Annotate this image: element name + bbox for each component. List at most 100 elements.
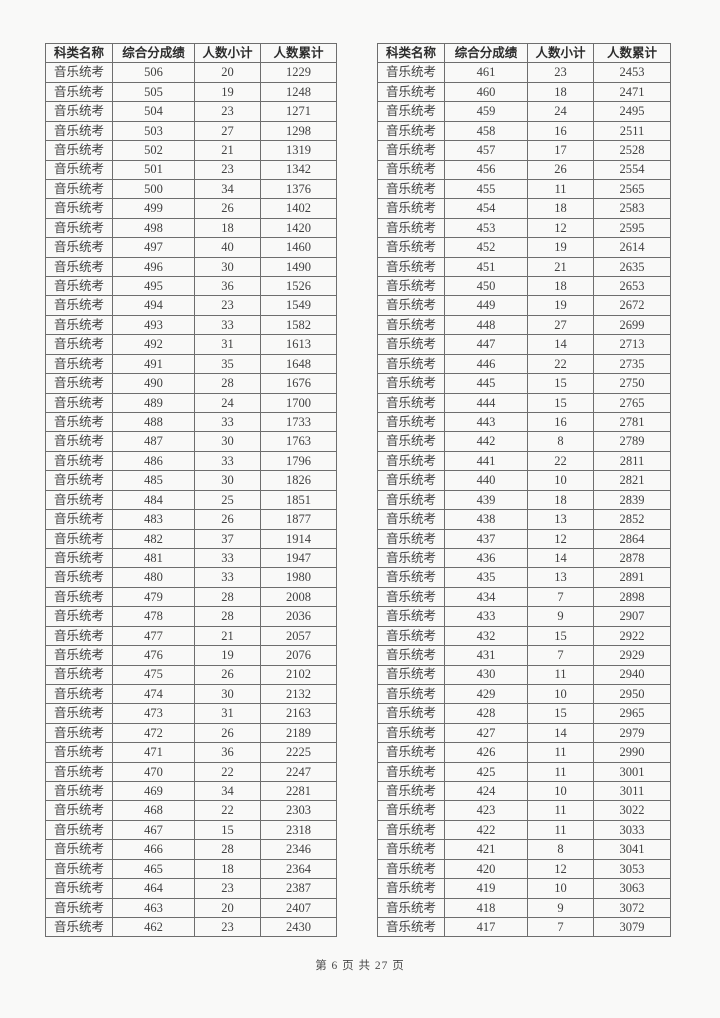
table-cell: 音乐统考 bbox=[45, 81, 113, 103]
table-cell: 音乐统考 bbox=[45, 761, 113, 783]
table-cell: 3011 bbox=[593, 781, 671, 802]
table-cell: 469 bbox=[112, 781, 195, 802]
table-cell: 2554 bbox=[593, 159, 671, 180]
table-cell: 音乐统考 bbox=[377, 742, 445, 763]
table-cell: 11 bbox=[527, 178, 594, 200]
table-cell: 459 bbox=[444, 101, 528, 122]
table-cell: 音乐统考 bbox=[377, 450, 445, 472]
table-cell: 496 bbox=[112, 256, 195, 278]
table-cell: 音乐统考 bbox=[45, 703, 113, 724]
table-cell: 2387 bbox=[260, 878, 337, 899]
table-cell: 音乐统考 bbox=[377, 858, 445, 880]
table-cell: 音乐统考 bbox=[377, 237, 445, 258]
table-cell: 492 bbox=[112, 334, 195, 355]
table-cell: 479 bbox=[112, 586, 195, 608]
table-cell: 455 bbox=[444, 178, 528, 200]
table-cell: 1648 bbox=[260, 353, 337, 375]
table-row: 音乐统考 462 23 2430 bbox=[45, 916, 337, 938]
table-cell: 1229 bbox=[260, 62, 337, 83]
table-row: 音乐统考 440 10 2821 bbox=[377, 470, 671, 491]
table-cell: 33 bbox=[194, 547, 261, 569]
table-cell: 505 bbox=[112, 81, 195, 103]
table-cell: 音乐统考 bbox=[45, 412, 113, 433]
table-cell: 501 bbox=[112, 159, 195, 180]
table-row: 音乐统考 493 33 1582 bbox=[45, 314, 337, 336]
table-cell: 2864 bbox=[593, 528, 671, 549]
table-cell: 19 bbox=[527, 295, 594, 316]
column-header: 人数小计 bbox=[527, 42, 594, 64]
table-cell: 12 bbox=[527, 217, 594, 239]
table-cell: 11 bbox=[527, 761, 594, 783]
table-cell: 482 bbox=[112, 528, 195, 549]
table-row: 音乐统考 438 13 2852 bbox=[377, 509, 671, 530]
table-cell: 26 bbox=[527, 159, 594, 180]
table-row: 音乐统考 491 35 1648 bbox=[45, 353, 337, 375]
table-cell: 470 bbox=[112, 761, 195, 783]
table-cell: 460 bbox=[444, 81, 528, 103]
table-cell: 437 bbox=[444, 528, 528, 549]
table-cell: 428 bbox=[444, 703, 528, 724]
table-cell: 500 bbox=[112, 178, 195, 200]
table-cell: 34 bbox=[194, 781, 261, 802]
table-row: 音乐统考 473 31 2163 bbox=[45, 703, 337, 724]
table-cell: 2878 bbox=[593, 547, 671, 569]
table-row: 音乐统考 429 10 2950 bbox=[377, 683, 671, 705]
table-cell: 11 bbox=[527, 664, 594, 685]
table-cell: 14 bbox=[527, 722, 594, 744]
table-cell: 33 bbox=[194, 450, 261, 472]
table-cell: 音乐统考 bbox=[377, 295, 445, 316]
table-cell: 22 bbox=[527, 353, 594, 375]
table-cell: 音乐统考 bbox=[377, 567, 445, 588]
table-cell: 音乐统考 bbox=[377, 625, 445, 647]
table-row: 音乐统考 489 24 1700 bbox=[45, 392, 337, 414]
table-row: 音乐统考 477 21 2057 bbox=[45, 625, 337, 647]
table-row: 音乐统考 435 13 2891 bbox=[377, 567, 671, 588]
table-header-row: 科类名称 综合分成绩 人数小计 人数累计 bbox=[377, 42, 671, 64]
table-row: 音乐统考 432 15 2922 bbox=[377, 625, 671, 647]
table-row: 音乐统考 503 27 1298 bbox=[45, 120, 337, 142]
table-cell: 18 bbox=[527, 276, 594, 297]
table-row: 音乐统考 461 23 2453 bbox=[377, 62, 671, 83]
table-cell: 1402 bbox=[260, 198, 337, 219]
table-cell: 490 bbox=[112, 373, 195, 394]
table-cell: 2821 bbox=[593, 470, 671, 491]
table-row: 音乐统考 439 18 2839 bbox=[377, 489, 671, 511]
table-row: 音乐统考 422 11 3033 bbox=[377, 819, 671, 841]
table-cell: 音乐统考 bbox=[377, 140, 445, 161]
table-row: 音乐统考 424 10 3011 bbox=[377, 781, 671, 802]
table-cell: 1826 bbox=[260, 470, 337, 491]
table-cell: 音乐统考 bbox=[377, 819, 445, 841]
table-cell: 2940 bbox=[593, 664, 671, 685]
table-cell: 28 bbox=[194, 586, 261, 608]
table-cell: 1947 bbox=[260, 547, 337, 569]
table-cell: 17 bbox=[527, 140, 594, 161]
table-cell: 音乐统考 bbox=[377, 373, 445, 394]
column-header: 科类名称 bbox=[45, 42, 113, 64]
table-cell: 485 bbox=[112, 470, 195, 491]
column-header: 人数累计 bbox=[593, 42, 671, 64]
table-cell: 7 bbox=[527, 645, 594, 666]
table-row: 音乐统考 464 23 2387 bbox=[45, 878, 337, 899]
table-cell: 33 bbox=[194, 412, 261, 433]
table-cell: 430 bbox=[444, 664, 528, 685]
table-cell: 音乐统考 bbox=[45, 878, 113, 899]
table-cell: 9 bbox=[527, 606, 594, 627]
table-cell: 10 bbox=[527, 781, 594, 802]
table-cell: 12 bbox=[527, 858, 594, 880]
table-cell: 23 bbox=[194, 295, 261, 316]
table-cell: 2495 bbox=[593, 101, 671, 122]
table-row: 音乐统考 494 23 1549 bbox=[45, 295, 337, 316]
table-row: 音乐统考 482 37 1914 bbox=[45, 528, 337, 549]
table-row: 音乐统考 460 18 2471 bbox=[377, 81, 671, 103]
table-cell: 音乐统考 bbox=[45, 140, 113, 161]
table-cell: 3041 bbox=[593, 839, 671, 860]
table-row: 音乐统考 484 25 1851 bbox=[45, 489, 337, 511]
table-cell: 3033 bbox=[593, 819, 671, 841]
table-cell: 15 bbox=[527, 373, 594, 394]
table-cell: 2102 bbox=[260, 664, 337, 685]
table-cell: 2225 bbox=[260, 742, 337, 763]
table-cell: 458 bbox=[444, 120, 528, 142]
table-row: 音乐统考 436 14 2878 bbox=[377, 547, 671, 569]
table-cell: 音乐统考 bbox=[377, 916, 445, 938]
table-row: 音乐统考 496 30 1490 bbox=[45, 256, 337, 278]
